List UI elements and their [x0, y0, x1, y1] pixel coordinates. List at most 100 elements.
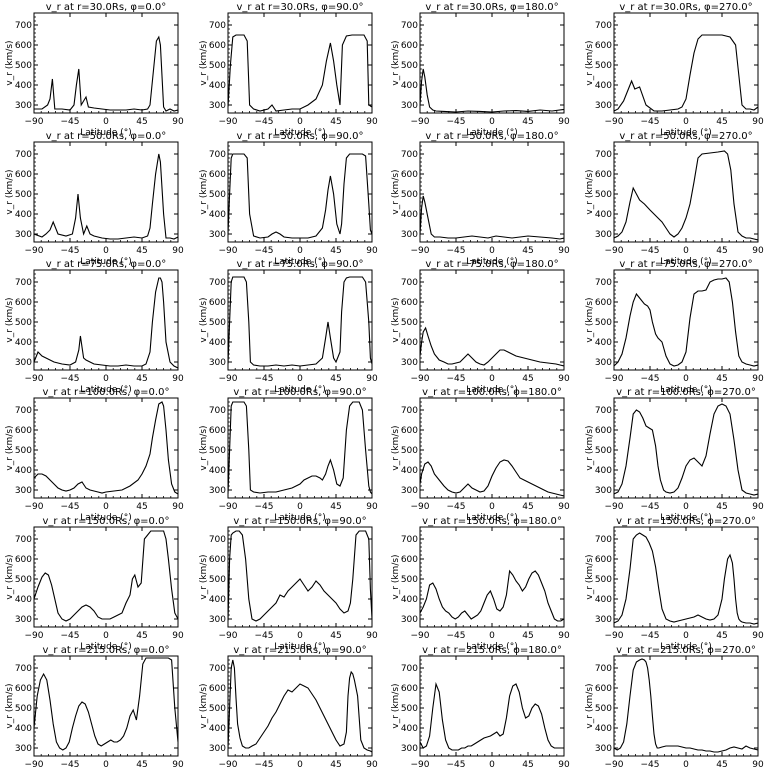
y-tick-label: 400 [15, 338, 32, 348]
x-tick-label: 90 [752, 117, 764, 127]
x-tick-label: 0 [683, 374, 689, 384]
x-tick-label: −45 [61, 117, 80, 127]
plot-frame [33, 12, 179, 114]
panel-title: v_r at r=215.0Rs, φ=180.0° [422, 645, 562, 656]
y-tick-label: 300 [15, 744, 32, 754]
y-tick-label: 500 [209, 446, 226, 456]
y-tick-label: 400 [209, 595, 226, 605]
y-tick-label: 600 [15, 426, 32, 436]
y-tick-label: 700 [595, 278, 612, 288]
series-line [614, 277, 758, 367]
x-tick-label: −45 [255, 631, 274, 641]
x-tick-label: −45 [447, 760, 466, 768]
y-axis-label: v_r (km/s) [199, 169, 209, 214]
x-axis-label: Latitude (°) [466, 128, 517, 138]
y-tick-label: 300 [595, 230, 612, 240]
panel-title: v_r at r=50.0Rs, φ=180.0° [425, 131, 558, 142]
y-tick-label: 400 [401, 210, 418, 220]
y-tick-label: 600 [15, 170, 32, 180]
plot-frame [613, 526, 759, 628]
y-tick-label: 400 [595, 724, 612, 734]
x-tick-label: 0 [103, 502, 109, 512]
x-tick-label: −90 [411, 502, 430, 512]
x-tick-label: 45 [522, 246, 533, 256]
x-tick-label: 45 [716, 117, 727, 127]
x-tick-label: 0 [103, 374, 109, 384]
y-tick-label: 400 [209, 81, 226, 91]
x-tick-label: 45 [522, 631, 533, 641]
panel-4-4: v_r at r=100.0Rs, φ=270.0° −90 −45 0 45 90 300… [585, 387, 764, 523]
y-tick-label: 700 [209, 21, 226, 31]
x-tick-label: 90 [172, 246, 184, 256]
series-line [34, 277, 178, 369]
y-tick-label: 500 [209, 318, 226, 328]
y-tick-label: 300 [209, 101, 226, 111]
y-tick-label: 700 [209, 150, 226, 160]
x-tick-label: 90 [558, 117, 570, 127]
y-axis-label: v_r (km/s) [391, 297, 401, 342]
x-tick-label: 0 [297, 631, 303, 641]
y-tick-label: 500 [209, 575, 226, 585]
y-tick-label: 300 [209, 615, 226, 625]
series-line [420, 459, 564, 497]
x-axis-label: Latitude (°) [660, 257, 711, 267]
x-tick-label: 0 [103, 117, 109, 127]
y-tick-label: 300 [595, 358, 612, 368]
panel-title: v_r at r=150.0Rs, φ=90.0° [233, 516, 366, 527]
y-axis-label: v_r (km/s) [585, 297, 595, 342]
y-tick-label: 300 [401, 101, 418, 111]
y-tick-label: 400 [15, 466, 32, 476]
y-tick-label: 600 [15, 298, 32, 308]
x-tick-label: 45 [136, 246, 147, 256]
x-tick-label: −45 [255, 374, 274, 384]
x-tick-label: −45 [61, 760, 80, 768]
y-tick-label: 500 [401, 704, 418, 714]
y-tick-label: 600 [209, 555, 226, 565]
x-tick-label: 90 [752, 374, 764, 384]
y-tick-label: 500 [401, 61, 418, 71]
panel-4-1: v_r at r=100.0Rs, φ=0.0° −90 −45 0 45 90 300 40… [5, 387, 184, 523]
x-tick-label: 0 [103, 760, 109, 768]
x-tick-label: 90 [558, 374, 570, 384]
panel-3-2: v_r at r=75.0Rs, φ=90.0° −90 −45 0 45 90 300 40… [199, 259, 378, 395]
series-line [420, 68, 564, 113]
y-tick-label: 700 [401, 21, 418, 31]
panel-title: v_r at r=215.0Rs, φ=0.0° [43, 645, 170, 656]
panel-5-1: v_r at r=150.0Rs, φ=0.0° −90 −45 0 45 90 300 40… [5, 516, 184, 652]
panel-title: v_r at r=100.0Rs, φ=90.0° [233, 387, 366, 398]
series-line [34, 153, 178, 240]
y-tick-label: 400 [209, 210, 226, 220]
plot-frame [613, 397, 759, 499]
x-tick-label: −90 [605, 117, 624, 127]
y-tick-label: 300 [209, 486, 226, 496]
y-axis-label: v_r (km/s) [585, 683, 595, 728]
y-tick-label: 300 [401, 744, 418, 754]
y-tick-label: 500 [595, 446, 612, 456]
y-tick-label: 500 [595, 704, 612, 714]
y-tick-label: 700 [595, 664, 612, 674]
x-tick-label: −45 [255, 502, 274, 512]
y-tick-label: 700 [15, 150, 32, 160]
x-tick-label: −45 [447, 631, 466, 641]
y-tick-label: 400 [595, 210, 612, 220]
y-tick-label: 300 [595, 486, 612, 496]
y-tick-label: 700 [15, 664, 32, 674]
y-tick-label: 300 [401, 615, 418, 625]
panel-title: v_r at r=150.0Rs, φ=0.0° [43, 516, 170, 527]
y-tick-label: 500 [401, 575, 418, 585]
x-axis-label: Latitude (°) [660, 513, 711, 523]
y-tick-label: 400 [595, 466, 612, 476]
y-tick-label: 600 [595, 426, 612, 436]
panel-title: v_r at r=50.0Rs, φ=270.0° [619, 131, 752, 142]
y-tick-label: 400 [595, 81, 612, 91]
plot-frame [227, 655, 373, 757]
series-line [34, 657, 178, 751]
y-tick-label: 300 [595, 744, 612, 754]
x-axis-label: Latitude (°) [466, 257, 517, 267]
panel-title: v_r at r=30.0Rs, φ=180.0° [425, 2, 558, 13]
y-tick-label: 300 [401, 486, 418, 496]
y-tick-label: 700 [209, 664, 226, 674]
panel-title: v_r at r=150.0Rs, φ=180.0° [422, 516, 562, 527]
x-tick-label: 45 [330, 631, 341, 641]
y-tick-label: 400 [595, 595, 612, 605]
